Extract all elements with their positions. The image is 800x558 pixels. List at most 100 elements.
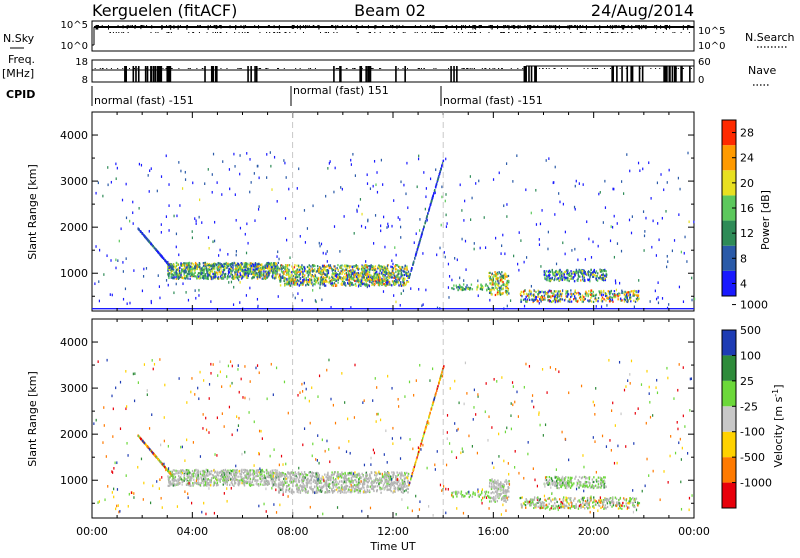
power-echo xyxy=(287,280,288,282)
power-echo xyxy=(370,187,371,190)
power-echo xyxy=(272,276,273,279)
power-echo xyxy=(214,240,215,243)
power-echo xyxy=(417,185,418,188)
nsearch-dot xyxy=(217,32,218,33)
nsearch-dot xyxy=(207,32,208,33)
velocity-echo xyxy=(208,484,209,486)
power-echo xyxy=(254,219,255,222)
power-echo xyxy=(578,274,579,276)
power-echo xyxy=(489,299,490,302)
power-echo xyxy=(602,274,603,276)
power-echo xyxy=(418,288,419,291)
power-echo xyxy=(377,191,378,194)
power-echo xyxy=(392,263,393,266)
nsearch-tick-bottom: 10^0 xyxy=(698,41,725,52)
power-echo xyxy=(199,263,200,265)
power-echo xyxy=(548,291,549,294)
power-echo xyxy=(203,262,204,264)
power-echo xyxy=(235,193,236,196)
power-echo xyxy=(603,291,604,293)
power-echo xyxy=(435,192,436,195)
nsearch-dot xyxy=(369,32,370,33)
nsearch-dot xyxy=(475,32,476,33)
velocity-echo xyxy=(231,481,232,483)
power-echo xyxy=(231,266,232,268)
power-echo xyxy=(435,168,436,171)
power-echo xyxy=(301,271,302,273)
power-echo xyxy=(266,176,267,179)
power-echo xyxy=(246,223,247,226)
power-echo xyxy=(489,292,490,294)
power-echo xyxy=(504,278,505,280)
velocity-echo xyxy=(257,479,258,481)
power-echo xyxy=(382,269,383,271)
nave-dot xyxy=(134,68,135,69)
nave-dot xyxy=(493,68,494,69)
power-echo xyxy=(502,284,503,286)
power-echo xyxy=(236,269,237,271)
power-echo xyxy=(466,284,467,286)
power-echo xyxy=(175,276,176,278)
power-echo xyxy=(215,273,216,275)
power-echo xyxy=(413,262,414,264)
power-echo xyxy=(297,279,298,281)
power-echo xyxy=(234,165,235,168)
power-echo xyxy=(369,285,370,288)
power-echo xyxy=(658,281,659,284)
nsearch-dot xyxy=(441,32,442,33)
power-echo xyxy=(645,217,646,220)
power-echo xyxy=(684,252,685,255)
nave-dot xyxy=(407,68,408,69)
power-echo xyxy=(289,264,290,266)
power-echo xyxy=(140,231,141,233)
nsearch-dot xyxy=(199,32,200,33)
power-echo xyxy=(590,297,591,299)
power-echo xyxy=(384,246,385,249)
nsearch-dot xyxy=(663,32,664,33)
nave-dot xyxy=(102,68,103,69)
power-echo xyxy=(316,300,317,303)
power-echo xyxy=(325,253,326,256)
nsearch-tick-top: 10^5 xyxy=(698,26,725,37)
power-echo xyxy=(141,164,142,167)
power-echo xyxy=(453,284,454,286)
velocity-echo xyxy=(205,477,206,479)
power-echo xyxy=(362,283,363,285)
power-echo xyxy=(667,181,668,184)
power-echo xyxy=(261,272,262,274)
power-echo xyxy=(246,152,247,155)
power-echo xyxy=(394,284,395,286)
power-echo xyxy=(380,229,381,232)
velocity-echo xyxy=(249,480,250,482)
power-echo xyxy=(366,277,367,279)
power-echo xyxy=(637,299,638,301)
nsearch-dot xyxy=(672,32,673,33)
power-echo xyxy=(189,262,190,264)
power-echo xyxy=(501,285,502,287)
power-echo xyxy=(471,197,472,200)
power-echo xyxy=(549,290,550,292)
power-echo xyxy=(570,296,571,298)
power-echo xyxy=(462,287,463,289)
power-echo xyxy=(348,283,349,285)
power-echo xyxy=(390,266,391,268)
power-echo xyxy=(203,277,204,279)
power-echo xyxy=(404,265,405,267)
power-echo xyxy=(318,269,319,271)
power-echo xyxy=(180,274,181,277)
power-echo xyxy=(585,294,586,296)
velocity-echo xyxy=(194,469,195,471)
power-echo xyxy=(237,263,238,265)
power-echo xyxy=(310,274,311,276)
power-echo xyxy=(418,158,419,161)
power-echo xyxy=(391,284,392,286)
power-echo xyxy=(523,299,524,301)
freq-unit: [MHz] xyxy=(2,67,34,80)
y-tick-label: 4000 xyxy=(60,129,88,142)
power-echo xyxy=(294,272,295,274)
power-echo xyxy=(445,256,446,259)
nsearch-dot xyxy=(612,32,613,33)
nsearch-dot xyxy=(570,32,571,33)
power-echo xyxy=(204,182,205,185)
velocity-echo xyxy=(247,471,248,473)
